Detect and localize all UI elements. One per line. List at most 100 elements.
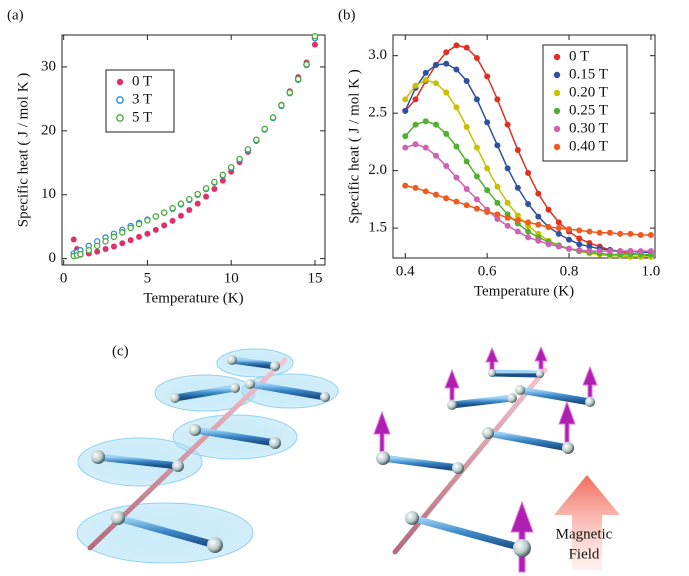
data-point <box>463 202 470 209</box>
data-point <box>473 144 480 151</box>
x-tick-label: 0.4 <box>396 263 415 279</box>
data-point <box>422 144 429 151</box>
data-point <box>70 236 77 243</box>
data-point <box>473 173 480 180</box>
data-point <box>525 219 532 226</box>
legend-label: 0 T <box>132 73 152 89</box>
data-point <box>311 41 318 48</box>
data-point <box>576 241 583 248</box>
data-point <box>110 233 118 241</box>
data-point <box>545 206 552 213</box>
data-point <box>617 248 624 255</box>
legend-label: 5 T <box>132 109 152 125</box>
data-point <box>402 182 409 189</box>
y-axis-label: Specific heat ( J / mol K ) <box>15 73 31 228</box>
data-point <box>169 204 176 212</box>
data-point <box>535 213 542 220</box>
data-point <box>211 185 218 192</box>
data-point <box>453 174 460 181</box>
data-point <box>432 191 439 198</box>
legend-box <box>542 44 628 162</box>
data-point <box>453 198 460 205</box>
data-point <box>127 224 134 232</box>
data-point <box>412 82 419 89</box>
data-point <box>93 242 101 250</box>
data-point <box>627 230 634 237</box>
y-axis-label: Specific heat ( J / mol K ) <box>346 69 362 224</box>
data-point <box>545 241 552 248</box>
data-point <box>617 230 624 237</box>
x-axis-label: Temperature (K) <box>143 290 243 306</box>
field-arrow <box>554 475 620 570</box>
data-point <box>152 226 159 233</box>
data-point <box>402 144 409 151</box>
data-point <box>566 226 573 233</box>
data-point <box>294 75 302 83</box>
data-point <box>186 195 193 203</box>
data-point <box>514 146 521 153</box>
data-point <box>443 195 450 202</box>
data-point <box>311 33 319 40</box>
data-point <box>463 186 470 193</box>
legend-marker <box>553 143 561 151</box>
data-point <box>535 190 542 197</box>
data-point <box>586 248 593 255</box>
legend-marker <box>553 89 561 97</box>
data-point <box>177 212 184 219</box>
legend-marker <box>553 71 561 79</box>
data-point <box>160 209 168 216</box>
y-tick-label: 30 <box>41 58 56 74</box>
x-tick-label: 0.8 <box>560 263 579 279</box>
data-point <box>77 250 84 258</box>
data-point <box>473 96 480 103</box>
data-point <box>244 146 252 153</box>
polarized-ladder: Magnetic Field <box>373 345 620 573</box>
data-point <box>422 76 429 83</box>
x-tick-label: 5 <box>144 270 152 286</box>
data-point <box>525 228 532 235</box>
data-point <box>443 89 450 96</box>
data-point <box>177 200 185 207</box>
data-point <box>152 213 160 220</box>
data-point <box>219 177 226 184</box>
panel-label: (a) <box>7 7 24 23</box>
data-point <box>586 228 593 235</box>
y-tick-label: 20 <box>41 122 56 138</box>
data-point <box>494 96 501 103</box>
data-point <box>144 230 151 237</box>
data-point <box>566 236 573 243</box>
field-label: Field <box>569 546 600 562</box>
data-point <box>422 69 429 76</box>
legend-label: 3 T <box>132 91 152 107</box>
data-point <box>136 233 143 240</box>
data-point <box>253 136 260 144</box>
data-point <box>627 248 634 255</box>
data-point <box>494 211 501 218</box>
dimer-ladder <box>76 348 339 564</box>
data-point <box>127 237 134 244</box>
data-point <box>535 221 542 228</box>
panel-label: (b) <box>338 7 356 23</box>
x-tick-label: 1.0 <box>642 263 661 279</box>
data-point <box>473 205 480 212</box>
legend-marker <box>116 78 124 86</box>
data-point <box>261 125 268 133</box>
data-point <box>432 152 439 159</box>
data-point <box>484 119 491 126</box>
data-point <box>484 165 491 172</box>
data-point <box>202 185 210 192</box>
data-point <box>186 207 193 214</box>
data-point <box>194 200 201 207</box>
data-point <box>473 54 480 61</box>
legend-label: 0.20 T <box>569 84 608 100</box>
legend-marker <box>553 125 561 133</box>
data-point <box>453 42 460 49</box>
data-point <box>432 121 439 128</box>
data-point <box>463 158 470 165</box>
data-point <box>194 190 201 198</box>
legend-label: 0.40 T <box>569 138 608 154</box>
data-point <box>606 229 613 236</box>
data-point <box>227 163 235 171</box>
spins <box>91 355 330 553</box>
